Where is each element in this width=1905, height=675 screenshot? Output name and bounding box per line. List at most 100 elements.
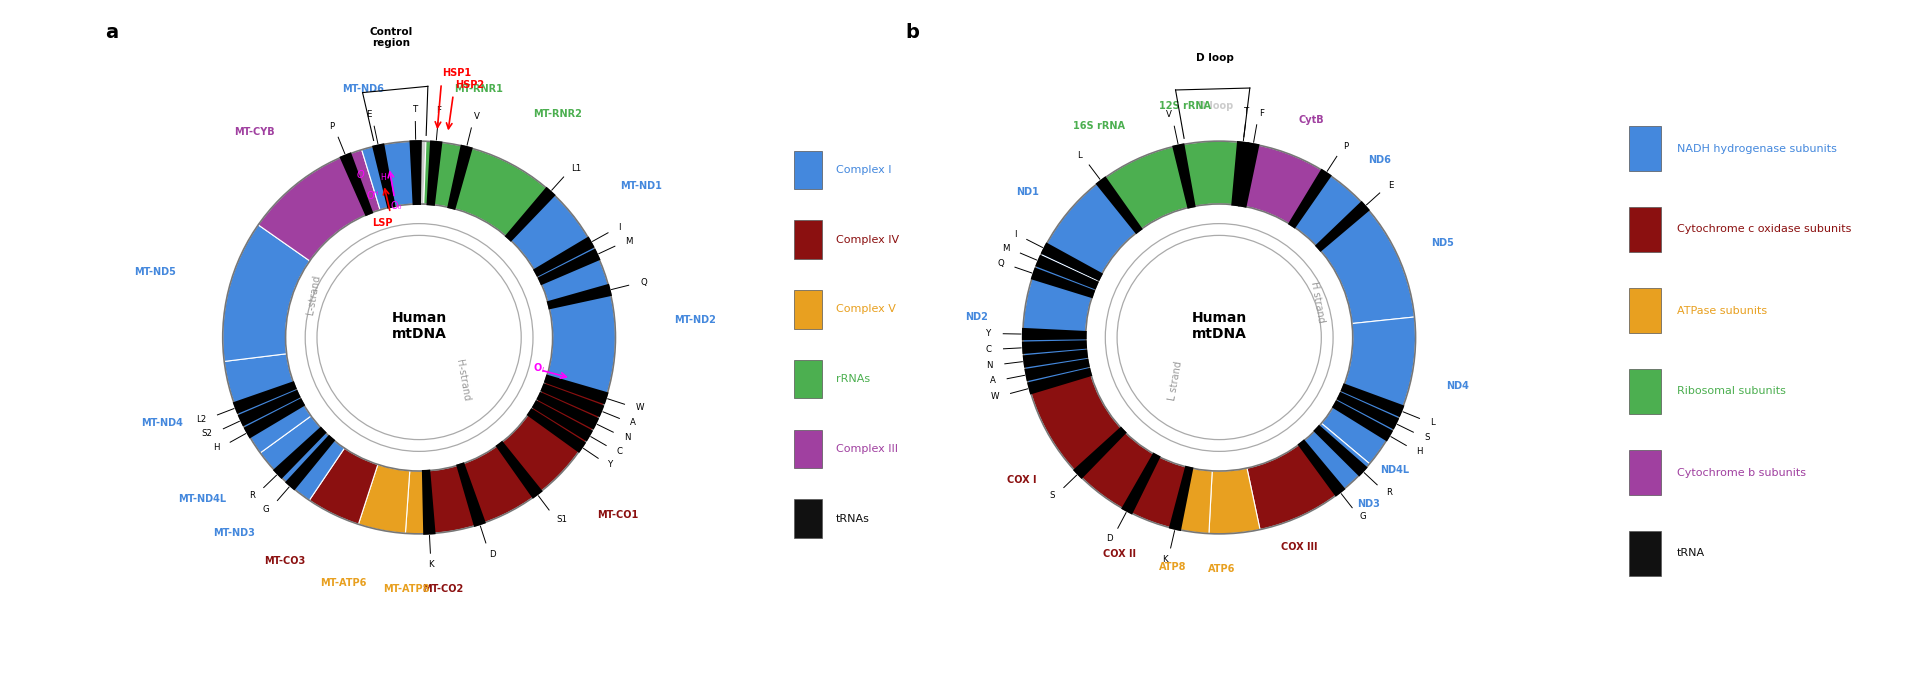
Text: N: N xyxy=(623,433,631,442)
Text: G: G xyxy=(1360,512,1366,522)
Text: MT-ND4: MT-ND4 xyxy=(141,418,183,429)
Wedge shape xyxy=(272,427,326,479)
Wedge shape xyxy=(286,435,335,491)
Wedge shape xyxy=(526,408,587,453)
Wedge shape xyxy=(1172,143,1196,209)
Text: M: M xyxy=(625,237,632,246)
Wedge shape xyxy=(448,144,472,210)
Text: Control
region: Control region xyxy=(370,26,413,48)
Text: S: S xyxy=(1050,491,1055,500)
Wedge shape xyxy=(261,416,324,477)
FancyBboxPatch shape xyxy=(794,290,821,329)
Wedge shape xyxy=(1095,176,1143,234)
Wedge shape xyxy=(1027,368,1092,395)
Text: V: V xyxy=(1166,110,1172,119)
Wedge shape xyxy=(1101,145,1191,231)
Text: MT-ND4L: MT-ND4L xyxy=(179,494,227,504)
Text: T: T xyxy=(413,105,417,114)
Text: MT-ATP8: MT-ATP8 xyxy=(383,583,429,593)
Text: H: H xyxy=(379,173,385,182)
Text: D loop: D loop xyxy=(1198,101,1233,111)
Wedge shape xyxy=(1297,439,1345,497)
Text: S: S xyxy=(1423,433,1429,442)
Text: COX II: COX II xyxy=(1103,549,1135,559)
Wedge shape xyxy=(238,389,301,427)
Text: T: T xyxy=(1244,107,1250,116)
Text: Q: Q xyxy=(996,259,1004,268)
Wedge shape xyxy=(1248,443,1339,530)
Text: MT-RNR2: MT-RNR2 xyxy=(533,109,583,119)
FancyBboxPatch shape xyxy=(794,430,821,468)
Wedge shape xyxy=(259,150,381,261)
Wedge shape xyxy=(244,398,305,439)
Wedge shape xyxy=(455,462,486,527)
Text: K: K xyxy=(1162,555,1168,564)
Text: E: E xyxy=(366,110,371,119)
Text: Q: Q xyxy=(640,278,648,287)
Wedge shape xyxy=(495,441,543,499)
Wedge shape xyxy=(509,192,596,279)
FancyBboxPatch shape xyxy=(794,221,821,259)
FancyBboxPatch shape xyxy=(1629,126,1661,171)
Text: D: D xyxy=(1105,534,1113,543)
Text: E: E xyxy=(1389,181,1394,190)
Wedge shape xyxy=(1023,350,1088,368)
Wedge shape xyxy=(1292,173,1366,248)
Text: MT-CYB: MT-CYB xyxy=(234,127,274,136)
FancyBboxPatch shape xyxy=(1629,450,1661,495)
Text: S1: S1 xyxy=(556,515,568,524)
FancyBboxPatch shape xyxy=(794,500,821,538)
Text: Ribosomal subunits: Ribosomal subunits xyxy=(1676,387,1785,396)
Wedge shape xyxy=(1335,317,1415,435)
Text: Cytochrome b subunits: Cytochrome b subunits xyxy=(1676,468,1806,477)
Wedge shape xyxy=(1301,423,1370,492)
Text: W: W xyxy=(636,404,644,412)
Wedge shape xyxy=(505,187,556,242)
Text: C: C xyxy=(985,345,993,354)
Text: P: P xyxy=(330,122,333,131)
Text: MT-ATP6: MT-ATP6 xyxy=(320,578,368,589)
Text: Complex I: Complex I xyxy=(836,165,892,175)
Text: ND3: ND3 xyxy=(1356,500,1379,509)
Text: b: b xyxy=(905,24,918,43)
Text: Complex V: Complex V xyxy=(836,304,895,315)
Text: L2: L2 xyxy=(196,414,206,424)
FancyBboxPatch shape xyxy=(794,151,821,189)
Wedge shape xyxy=(280,432,345,500)
Text: MT-ND3: MT-ND3 xyxy=(213,528,255,538)
Wedge shape xyxy=(541,383,604,417)
Text: a: a xyxy=(105,24,118,43)
Wedge shape xyxy=(421,470,436,535)
Wedge shape xyxy=(427,140,442,206)
Text: MT-CO1: MT-CO1 xyxy=(596,510,638,520)
Text: H: H xyxy=(1417,447,1423,456)
Text: tRNA: tRNA xyxy=(1676,549,1705,558)
Wedge shape xyxy=(547,284,612,310)
Text: ND4L: ND4L xyxy=(1379,465,1410,475)
Wedge shape xyxy=(1337,392,1398,429)
Wedge shape xyxy=(1322,404,1389,464)
Text: L strand: L strand xyxy=(1168,360,1185,401)
Wedge shape xyxy=(309,448,377,524)
Wedge shape xyxy=(1238,142,1259,208)
Wedge shape xyxy=(1175,468,1212,534)
Text: N: N xyxy=(987,360,993,370)
Wedge shape xyxy=(543,375,608,404)
Text: K: K xyxy=(429,560,434,570)
Text: Y: Y xyxy=(608,460,613,469)
Text: L1: L1 xyxy=(572,164,581,173)
FancyBboxPatch shape xyxy=(1629,369,1661,414)
Text: H-strand: H-strand xyxy=(453,359,471,402)
Text: MT-RNR1: MT-RNR1 xyxy=(453,84,503,94)
Text: MT-ND1: MT-ND1 xyxy=(619,181,661,191)
Text: MT-CO3: MT-CO3 xyxy=(263,556,305,566)
Wedge shape xyxy=(1332,400,1393,441)
Text: ATP8: ATP8 xyxy=(1160,562,1187,572)
Text: COX I: COX I xyxy=(1008,475,1036,485)
Wedge shape xyxy=(427,464,480,534)
Text: D loop: D loop xyxy=(1196,53,1234,63)
Wedge shape xyxy=(1029,372,1156,511)
Wedge shape xyxy=(232,381,297,414)
Wedge shape xyxy=(410,140,421,205)
Wedge shape xyxy=(225,354,311,453)
